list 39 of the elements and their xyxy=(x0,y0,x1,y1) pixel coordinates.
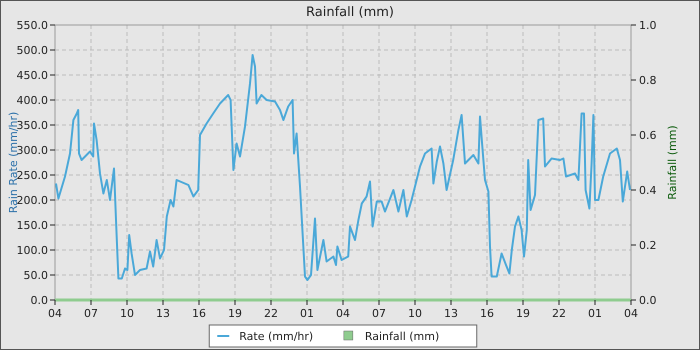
legend-label: Rainfall (mm) xyxy=(364,330,440,343)
y-tick-label: 450.0 xyxy=(16,69,48,82)
x-tick-label: 13 xyxy=(444,307,458,320)
y2-tick-label: 0.0 xyxy=(639,294,656,307)
legend-label: Rate (mm/hr) xyxy=(239,330,314,343)
y2-tick-label: 0.2 xyxy=(639,239,656,252)
x-tick-label: 16 xyxy=(192,307,206,320)
x-tick-label: 04 xyxy=(336,307,350,320)
y-tick-label: 350.0 xyxy=(16,119,48,132)
y-tick-label: 550.0 xyxy=(16,19,48,32)
y-tick-label: 50.0 xyxy=(24,269,48,282)
y2-tick-label: 1.0 xyxy=(639,19,656,32)
y-tick-label: 500.0 xyxy=(16,44,48,57)
x-tick-label: 22 xyxy=(552,307,566,320)
x-tick-label: 19 xyxy=(516,307,530,320)
x-tick-label: 01 xyxy=(300,307,314,320)
y2-tick-label: 0.6 xyxy=(639,129,656,142)
x-tick-label: 22 xyxy=(264,307,278,320)
x-tick-label: 13 xyxy=(156,307,170,320)
x-tick-label: 19 xyxy=(228,307,242,320)
y2-tick-label: 0.4 xyxy=(639,184,656,197)
y-tick-label: 300.0 xyxy=(16,144,48,157)
y-tick-label: 250.0 xyxy=(16,169,48,182)
x-tick-label: 16 xyxy=(480,307,494,320)
y2-tick-label: 0.8 xyxy=(639,74,656,87)
y-tick-label: 100.0 xyxy=(16,244,48,257)
y-tick-label: 0.0 xyxy=(30,294,48,307)
x-tick-label: 07 xyxy=(372,307,386,320)
y-tick-label: 150.0 xyxy=(16,219,48,232)
x-tick-label: 04 xyxy=(48,307,62,320)
y-tick-label: 200.0 xyxy=(16,194,48,207)
x-tick-label: 01 xyxy=(588,307,602,320)
y2-axis-title: Rainfall (mm) xyxy=(666,125,679,200)
x-tick-label: 10 xyxy=(408,307,422,320)
x-tick-label: 07 xyxy=(84,307,98,320)
chart-title: Rainfall (mm) xyxy=(306,5,394,20)
y-tick-label: 400.0 xyxy=(16,94,48,107)
x-tick-label: 04 xyxy=(624,307,638,320)
x-tick-label: 10 xyxy=(120,307,134,320)
